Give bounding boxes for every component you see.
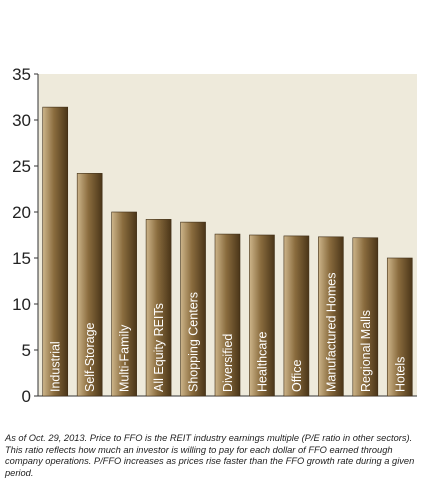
bar-category-label: Manufactured Homes	[324, 272, 338, 392]
chart-caption: As of Oct. 29, 2013. Price to FFO is the…	[5, 433, 415, 478]
bar-category-label: Office	[290, 360, 304, 392]
y-tick-label: 35	[12, 65, 31, 84]
y-tick-label: 15	[12, 249, 31, 268]
bar	[352, 237, 379, 397]
bar-group: Shopping Centers	[180, 221, 206, 397]
bar-category-label: Industrial	[49, 341, 63, 392]
bar-group: All Equity REITs	[145, 219, 172, 397]
bar	[180, 221, 206, 397]
y-axis-ticks: 0 5 10 15 20 25 30 35	[12, 65, 38, 406]
bar-group: Self-Storage	[76, 173, 103, 397]
y-tick-label: 30	[12, 111, 31, 130]
bar-chart: 0 5 10 15 20 25 30 35 Industrial Self-Storage Mul…	[12, 65, 417, 406]
bar-category-label: Multi-Family	[118, 324, 132, 392]
bar-group: Industrial	[42, 106, 69, 397]
bar-group: Office	[283, 235, 310, 397]
bar	[42, 106, 69, 397]
bar-category-label: Diversified	[221, 334, 235, 392]
bar-group: Manufactured Homes	[318, 236, 344, 397]
y-tick-label: 10	[12, 295, 31, 314]
bar	[214, 233, 241, 397]
bar-category-label: Regional Malls	[359, 310, 373, 392]
bar-group: Hotels	[386, 257, 413, 397]
bars: Industrial Self-Storage Multi-Family All Eq…	[42, 106, 413, 397]
bar-category-label: Shopping Centers	[187, 292, 201, 392]
bar-group: Multi-Family	[111, 211, 137, 397]
bar	[249, 234, 275, 397]
bar	[386, 257, 413, 397]
chart-area: 0 5 10 15 20 25 30 35 Industrial Self-Storage Mul…	[12, 65, 417, 406]
bar-group: Regional Malls	[352, 237, 379, 397]
y-tick-label: 25	[12, 157, 31, 176]
bar-category-label: Hotels	[393, 357, 407, 392]
bar-category-label: Self-Storage	[83, 322, 97, 392]
bar	[76, 173, 103, 397]
bar	[145, 219, 172, 397]
bar-category-label: All Equity REITs	[152, 303, 166, 392]
bar-group: Diversified	[214, 233, 241, 397]
y-tick-label: 0	[22, 387, 31, 406]
bar	[318, 236, 344, 397]
y-tick-label: 5	[22, 341, 31, 360]
y-tick-label: 20	[12, 203, 31, 222]
bar	[111, 211, 137, 397]
bar	[283, 235, 310, 397]
bar-group: Healthcare	[249, 234, 275, 397]
bar-category-label: Healthcare	[255, 332, 269, 392]
